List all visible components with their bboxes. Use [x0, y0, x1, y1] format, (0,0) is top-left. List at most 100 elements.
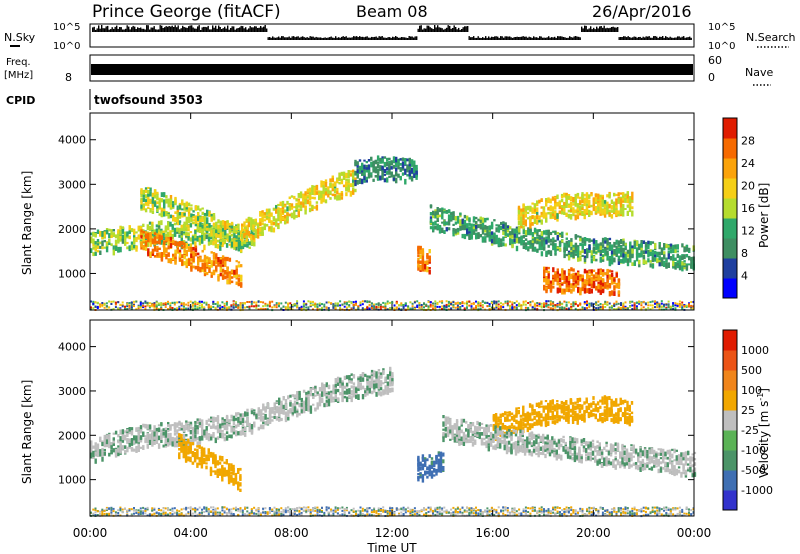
- power-cell: [601, 278, 605, 283]
- power-cell: [214, 303, 217, 305]
- power-cell: [560, 210, 564, 215]
- power-cell: [631, 253, 634, 259]
- power-cell: [434, 307, 437, 309]
- power-cell: [119, 307, 122, 310]
- power-cell: [268, 208, 271, 215]
- noise-panel: N.Sky 10^5 10^0 10^5 10^0 N.Search: [4, 22, 796, 52]
- power-cell: [601, 196, 604, 200]
- velocity-cell: [128, 438, 131, 443]
- power-cell: [210, 271, 213, 275]
- power-cell: [447, 303, 450, 306]
- power-cell: [678, 263, 682, 268]
- power-cell: [463, 214, 467, 219]
- velocity-cell: [96, 450, 100, 454]
- power-cell: [581, 204, 584, 209]
- power-cell: [586, 288, 589, 294]
- noise-sample: [510, 37, 512, 40]
- power-cell: [665, 303, 668, 306]
- power-cell: [610, 257, 614, 263]
- power-cell: [157, 303, 160, 306]
- power-cell: [545, 201, 548, 207]
- power-cell: [173, 222, 177, 226]
- velocity-cell: [119, 436, 122, 442]
- power-cell: [205, 234, 208, 240]
- power-cell: [203, 244, 206, 251]
- power-cell: [230, 304, 233, 307]
- power-cell: [570, 253, 573, 258]
- power-cell: [221, 225, 225, 229]
- power-cell: [230, 233, 234, 237]
- power-cell: [266, 307, 269, 310]
- power-cell: [547, 206, 550, 210]
- power-cell: [509, 242, 512, 246]
- velocity-cell: [126, 433, 129, 437]
- power-cell: [275, 211, 278, 214]
- power-cell: [597, 208, 600, 212]
- power-cell: [579, 302, 582, 305]
- power-cell: [151, 224, 154, 231]
- power-cell: [124, 240, 127, 246]
- power-cell: [105, 243, 109, 247]
- power-cell: [307, 300, 310, 303]
- power-cell: [365, 169, 368, 173]
- power-cell: [130, 304, 133, 307]
- power-cell: [140, 188, 143, 194]
- velocity-cell: [124, 434, 127, 441]
- noise-sample: [308, 37, 310, 40]
- power-cell: [538, 305, 541, 308]
- power-cell: [121, 229, 125, 234]
- power-cell: [604, 282, 607, 288]
- power-cell: [158, 247, 161, 250]
- power-cell: [556, 236, 559, 241]
- power-cell: [450, 307, 453, 310]
- power-cell: [284, 219, 287, 225]
- power-cell: [554, 304, 557, 307]
- power-cell: [526, 211, 530, 214]
- power-cell: [579, 242, 582, 247]
- power-cell: [604, 306, 607, 308]
- noise-sample: [231, 26, 233, 32]
- velocity-cell: [94, 442, 97, 449]
- power-cell: [158, 240, 161, 245]
- power-cell: [237, 305, 240, 308]
- power-cell: [299, 202, 303, 209]
- power-cell: [153, 304, 156, 307]
- power-cell: [651, 306, 654, 309]
- cpid-value: twofsound 3503: [94, 93, 203, 107]
- noise-sample: [564, 37, 566, 40]
- noise-sample: [215, 25, 217, 32]
- power-cell: [149, 208, 152, 213]
- power-cell: [241, 302, 244, 305]
- power-cell: [268, 226, 271, 232]
- power-cell: [308, 200, 312, 207]
- noise-sample: [335, 36, 337, 40]
- power-cell: [333, 196, 337, 200]
- power-cell: [167, 244, 170, 250]
- power-cell: [96, 229, 100, 234]
- power-cell: [477, 232, 480, 238]
- power-cell: [206, 256, 209, 263]
- power-cell: [254, 229, 257, 235]
- power-cell: [304, 199, 307, 205]
- power-cell: [178, 301, 181, 304]
- power-cell: [246, 224, 249, 231]
- noise-sample: [186, 27, 188, 32]
- power-cell: [515, 238, 519, 244]
- power-cell: [250, 300, 253, 303]
- noise-sample: [302, 36, 304, 40]
- noise-sample: [117, 28, 119, 32]
- velocity-cell: [112, 437, 115, 441]
- power-cell: [205, 301, 208, 304]
- power-cell: [601, 244, 605, 248]
- noise-sample: [641, 37, 643, 40]
- power-cell: [472, 219, 476, 223]
- power-cell: [619, 200, 623, 206]
- power-cell: [271, 300, 274, 303]
- noise-sample: [165, 26, 167, 32]
- power-cell: [629, 305, 632, 308]
- power-cell: [215, 265, 218, 269]
- power-ytick-label: 1000: [58, 267, 86, 280]
- power-cell: [340, 180, 344, 185]
- power-cell: [536, 219, 539, 225]
- power-cell: [148, 225, 152, 231]
